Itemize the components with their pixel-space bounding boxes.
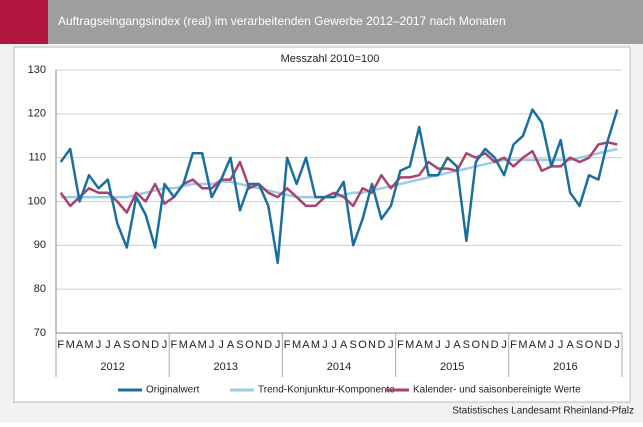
- x-tick-label: N: [594, 339, 602, 351]
- subtitle: Messzahl 2010=100: [281, 53, 380, 65]
- x-tick-label: M: [311, 339, 320, 351]
- x-tick-label: M: [537, 339, 546, 351]
- x-tick-label: O: [132, 339, 141, 351]
- x-tick-label: A: [453, 339, 461, 351]
- x-tick-label: M: [198, 339, 207, 351]
- x-tick-label: D: [491, 339, 499, 351]
- x-tick-label: A: [227, 339, 235, 351]
- x-tick-label: A: [302, 339, 310, 351]
- x-tick-label: M: [179, 339, 188, 351]
- legend-label: Originalwert: [146, 385, 200, 396]
- x-tick-label: J: [332, 339, 338, 351]
- x-tick-label: S: [349, 339, 356, 351]
- x-tick-label: M: [405, 339, 414, 351]
- x-tick-label: A: [189, 339, 197, 351]
- x-tick-label: J: [445, 339, 451, 351]
- x-tick-label: J: [435, 339, 441, 351]
- x-tick-label: D: [604, 339, 612, 351]
- x-tick-label: F: [397, 339, 404, 351]
- x-tick-label: N: [368, 339, 376, 351]
- x-tick-label: F: [171, 339, 178, 351]
- x-tick-label: D: [151, 339, 159, 351]
- x-tick-label: S: [576, 339, 583, 351]
- y-tick-label: 80: [34, 283, 46, 295]
- x-tick-label: O: [585, 339, 594, 351]
- y-tick-label: 70: [34, 327, 46, 339]
- chart-title: Auftragseingangsindex (real) im verarbei…: [58, 14, 506, 28]
- x-tick-label: N: [255, 339, 263, 351]
- x-tick-label: A: [76, 339, 84, 351]
- x-tick-label: F: [284, 339, 291, 351]
- x-tick-label: M: [518, 339, 527, 351]
- x-tick-label: D: [377, 339, 385, 351]
- x-tick-label: J: [388, 339, 394, 351]
- x-tick-label: J: [615, 339, 621, 351]
- y-tick-label: 130: [28, 64, 46, 76]
- x-tick-label: J: [105, 339, 111, 351]
- x-tick-label: M: [424, 339, 433, 351]
- x-tick-label: O: [358, 339, 367, 351]
- x-tick-label: O: [245, 339, 254, 351]
- year-label: 2013: [214, 361, 238, 373]
- y-tick-label: 120: [28, 108, 46, 120]
- year-label: 2016: [553, 361, 577, 373]
- series-line: [59, 141, 618, 214]
- source: Statistisches Landesamt Rheinland-Pfalz: [452, 406, 634, 417]
- x-tick-label: M: [66, 339, 75, 351]
- x-tick-label: J: [549, 339, 555, 351]
- y-tick-label: 100: [28, 195, 46, 207]
- y-tick-label: 90: [34, 239, 46, 251]
- x-tick-label: J: [322, 339, 328, 351]
- x-tick-label: N: [481, 339, 489, 351]
- x-tick-label: J: [218, 339, 224, 351]
- legend-label: Kalender- und saisonbereinigte Werte: [413, 385, 581, 396]
- x-tick-label: M: [292, 339, 301, 351]
- x-tick-label: J: [162, 339, 168, 351]
- x-tick-label: A: [529, 339, 537, 351]
- year-label: 2015: [440, 361, 464, 373]
- x-tick-label: J: [96, 339, 102, 351]
- x-tick-label: D: [264, 339, 272, 351]
- x-tick-label: J: [275, 339, 281, 351]
- x-tick-label: A: [114, 339, 122, 351]
- x-tick-label: F: [510, 339, 517, 351]
- header: [0, 0, 643, 44]
- x-tick-label: J: [558, 339, 564, 351]
- year-label: 2012: [100, 361, 124, 373]
- x-tick-label: A: [566, 339, 574, 351]
- x-tick-label: J: [501, 339, 507, 351]
- year-label: 2014: [327, 361, 351, 373]
- x-tick-label: N: [142, 339, 150, 351]
- x-tick-label: F: [57, 339, 64, 351]
- x-tick-label: S: [463, 339, 470, 351]
- x-tick-label: J: [209, 339, 215, 351]
- x-tick-label: A: [416, 339, 424, 351]
- x-tick-label: O: [472, 339, 481, 351]
- x-tick-label: M: [84, 339, 93, 351]
- header-accent: [0, 0, 48, 44]
- y-tick-label: 110: [28, 152, 46, 164]
- x-tick-label: A: [340, 339, 348, 351]
- x-tick-label: S: [236, 339, 243, 351]
- x-tick-label: S: [123, 339, 130, 351]
- series-line: [59, 108, 619, 265]
- legend-label: Trend-Konjunktur-Komponente: [258, 385, 395, 396]
